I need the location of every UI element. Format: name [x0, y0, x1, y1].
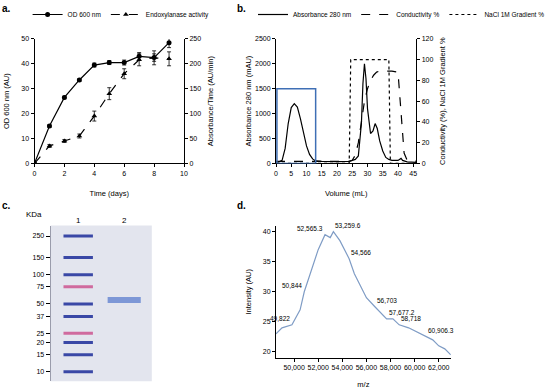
svg-text:50,844: 50,844 — [282, 282, 302, 289]
svg-text:1: 1 — [76, 216, 81, 225]
svg-text:200: 200 — [189, 60, 201, 67]
svg-text:45: 45 — [409, 170, 417, 177]
svg-text:15: 15 — [36, 351, 44, 358]
svg-text:20: 20 — [21, 110, 29, 117]
svg-text:Conductivity (%), NaCl 1M Grad: Conductivity (%), NaCl 1M Gradient % — [438, 37, 447, 165]
svg-text:35: 35 — [263, 258, 271, 265]
svg-text:20: 20 — [36, 339, 44, 346]
svg-text:0: 0 — [422, 160, 426, 167]
svg-text:500: 500 — [259, 135, 271, 142]
svg-text:10: 10 — [36, 368, 44, 375]
svg-text:Conductivity %: Conductivity % — [396, 11, 439, 19]
svg-text:25: 25 — [36, 330, 44, 337]
svg-text:52,000: 52,000 — [307, 364, 329, 371]
svg-text:100: 100 — [33, 271, 45, 278]
svg-text:100: 100 — [422, 56, 434, 63]
svg-text:20: 20 — [333, 170, 341, 177]
svg-text:37: 37 — [36, 313, 44, 320]
svg-text:50: 50 — [189, 135, 197, 142]
svg-text:62,000: 62,000 — [428, 364, 450, 371]
svg-text:1000: 1000 — [255, 110, 271, 117]
svg-text:Intensity (AU): Intensity (AU) — [244, 269, 253, 315]
svg-text:a.: a. — [2, 3, 11, 14]
svg-text:2: 2 — [122, 216, 127, 225]
svg-text:Endoxylanase activity: Endoxylanase activity — [146, 11, 209, 19]
svg-text:10: 10 — [180, 170, 188, 177]
svg-text:54,000: 54,000 — [332, 364, 354, 371]
svg-text:75: 75 — [36, 283, 44, 290]
svg-text:25: 25 — [263, 318, 271, 325]
svg-text:50: 50 — [36, 300, 44, 307]
svg-text:40: 40 — [422, 118, 430, 125]
svg-text:0: 0 — [274, 170, 278, 177]
svg-text:OD 600 nm (AU): OD 600 nm (AU) — [3, 73, 12, 129]
svg-text:50: 50 — [21, 35, 29, 42]
svg-text:20: 20 — [422, 139, 430, 146]
svg-text:60,906.3: 60,906.3 — [428, 327, 454, 334]
svg-text:0: 0 — [33, 170, 37, 177]
svg-text:52,565.3: 52,565.3 — [297, 225, 323, 232]
svg-text:OD 600 nm: OD 600 nm — [68, 11, 101, 18]
svg-text:Time (days): Time (days) — [90, 189, 130, 198]
svg-text:Absorbance 280 nm: Absorbance 280 nm — [293, 11, 351, 18]
svg-text:8: 8 — [152, 170, 156, 177]
svg-text:2500: 2500 — [255, 35, 271, 42]
svg-text:120: 120 — [422, 35, 434, 42]
svg-text:b.: b. — [237, 3, 246, 14]
svg-text:10: 10 — [303, 170, 311, 177]
svg-text:0: 0 — [267, 160, 271, 167]
svg-text:Absorbance/Time (AU/min): Absorbance/Time (AU/min) — [206, 56, 215, 147]
svg-text:c.: c. — [2, 200, 11, 211]
svg-text:50,000: 50,000 — [283, 364, 305, 371]
svg-text:57,677.2: 57,677.2 — [389, 309, 415, 316]
svg-text:0: 0 — [189, 160, 193, 167]
svg-text:0: 0 — [25, 160, 29, 167]
svg-text:100: 100 — [189, 110, 201, 117]
svg-text:KDa: KDa — [26, 210, 42, 219]
svg-text:250: 250 — [189, 35, 201, 42]
svg-text:58,718: 58,718 — [401, 315, 421, 322]
svg-text:4: 4 — [92, 170, 96, 177]
svg-text:60,000: 60,000 — [404, 364, 426, 371]
svg-text:30: 30 — [21, 85, 29, 92]
svg-text:Volume (mL): Volume (mL) — [325, 189, 368, 198]
svg-text:NaCl 1M Gradient %: NaCl 1M Gradient % — [484, 11, 544, 18]
svg-text:m/z: m/z — [357, 380, 369, 389]
svg-text:2: 2 — [62, 170, 66, 177]
svg-text:60: 60 — [422, 98, 430, 105]
svg-text:54,566: 54,566 — [351, 249, 371, 256]
svg-text:5: 5 — [289, 170, 293, 177]
svg-text:15: 15 — [318, 170, 326, 177]
svg-text:Absorbance 280 nm (mAU): Absorbance 280 nm (mAU) — [244, 55, 253, 146]
svg-text:20: 20 — [263, 348, 271, 355]
svg-text:30: 30 — [263, 288, 271, 295]
svg-text:49,822: 49,822 — [270, 315, 290, 322]
svg-text:35: 35 — [379, 170, 387, 177]
svg-text:1500: 1500 — [255, 85, 271, 92]
svg-text:10: 10 — [21, 135, 29, 142]
svg-text:58,000: 58,000 — [380, 364, 402, 371]
svg-text:40: 40 — [21, 60, 29, 67]
svg-text:40: 40 — [394, 170, 402, 177]
svg-text:150: 150 — [189, 85, 201, 92]
svg-text:53,259.6: 53,259.6 — [335, 222, 361, 229]
svg-text:56,000: 56,000 — [356, 364, 378, 371]
svg-text:d.: d. — [237, 200, 246, 211]
svg-text:30: 30 — [364, 170, 372, 177]
svg-text:56,703: 56,703 — [377, 297, 397, 304]
svg-text:40: 40 — [263, 228, 271, 235]
svg-text:80: 80 — [422, 77, 430, 84]
svg-text:25: 25 — [348, 170, 356, 177]
svg-text:2000: 2000 — [255, 60, 271, 67]
svg-text:6: 6 — [122, 170, 126, 177]
svg-text:250: 250 — [33, 232, 45, 239]
svg-text:150: 150 — [33, 254, 45, 261]
